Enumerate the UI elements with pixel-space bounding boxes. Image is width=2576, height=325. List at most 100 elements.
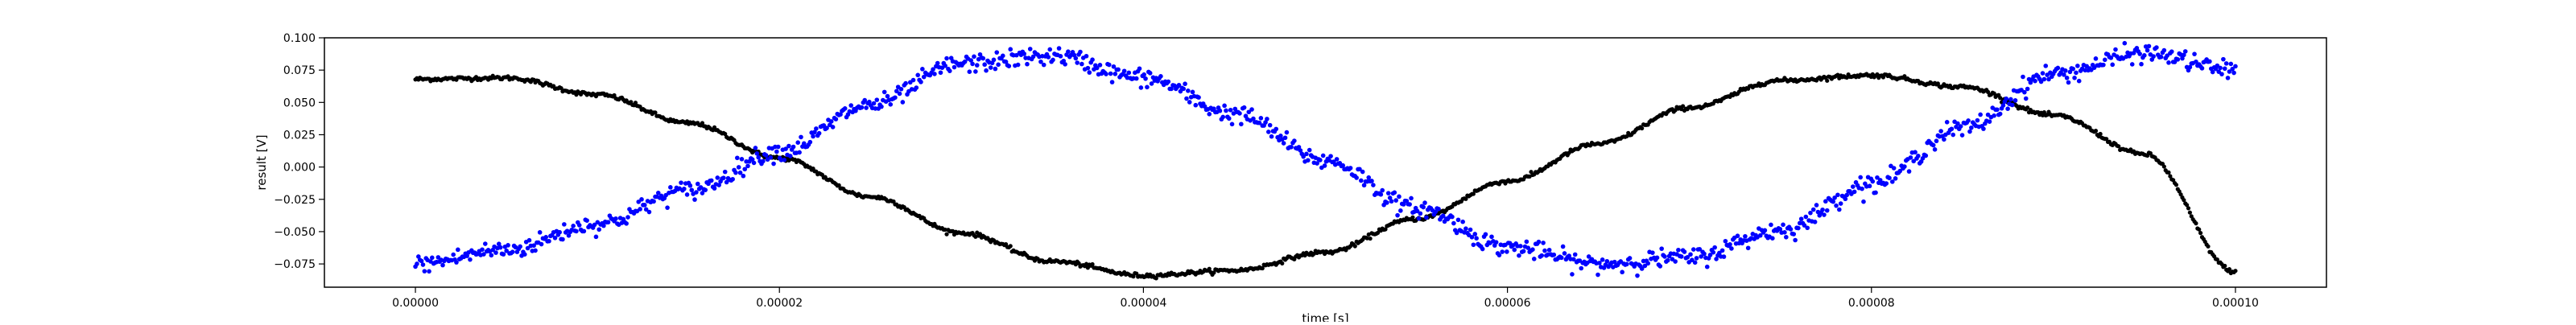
data-point <box>2021 74 2025 80</box>
data-point <box>737 170 743 175</box>
data-point <box>2116 144 2121 149</box>
data-point <box>754 151 760 156</box>
data-point <box>1542 248 1547 253</box>
y-axis-label: result [V] <box>254 134 269 190</box>
data-point <box>775 144 781 150</box>
data-point <box>694 190 699 195</box>
data-point <box>482 241 488 246</box>
data-point <box>1834 203 1839 208</box>
data-point <box>1186 88 1191 93</box>
data-point <box>1361 183 1367 188</box>
data-point <box>1493 240 1499 245</box>
data-point <box>1704 264 1710 269</box>
data-point <box>1360 169 1365 175</box>
data-point <box>1257 120 1262 125</box>
data-point <box>547 238 551 244</box>
data-point <box>1788 227 1794 232</box>
data-point <box>1966 118 1971 123</box>
data-point <box>1094 65 1100 71</box>
data-point <box>1085 65 1091 71</box>
data-point <box>1916 154 1921 158</box>
data-point <box>636 200 642 204</box>
data-point <box>1393 198 1398 203</box>
data-point <box>1176 82 1182 88</box>
data-point <box>1301 154 1306 159</box>
data-point <box>783 146 788 151</box>
data-point <box>451 252 456 257</box>
data-point <box>1707 253 1713 257</box>
data-point <box>2233 64 2238 69</box>
data-point <box>2207 59 2212 64</box>
data-point <box>2072 76 2077 80</box>
data-point <box>1690 247 1696 252</box>
data-point <box>1075 60 1080 65</box>
data-point <box>982 62 987 68</box>
data-point <box>1113 72 1118 76</box>
data-point <box>1640 125 1645 131</box>
data-point <box>506 243 510 248</box>
data-point <box>1639 266 1645 271</box>
data-point <box>1978 112 1983 117</box>
data-point <box>739 157 745 162</box>
data-point <box>2098 131 2103 137</box>
data-point <box>1579 265 1584 271</box>
data-point <box>2000 103 2006 108</box>
data-point <box>1073 56 1079 61</box>
data-point <box>1902 164 1907 169</box>
data-point <box>1108 71 1113 76</box>
data-point <box>871 101 877 106</box>
data-point <box>1416 216 1422 221</box>
data-point <box>774 149 779 154</box>
data-point <box>1455 217 1461 223</box>
data-point <box>1745 245 1751 251</box>
data-point <box>440 262 445 268</box>
data-point <box>1193 102 1199 108</box>
data-point <box>1328 154 1333 158</box>
data-point <box>1041 62 1046 68</box>
data-point <box>2223 263 2227 269</box>
data-point <box>1712 245 1717 250</box>
data-point <box>1967 129 1972 134</box>
data-point <box>1645 261 1650 266</box>
data-point <box>1654 255 1660 261</box>
data-point <box>1992 113 1996 118</box>
data-point <box>842 106 848 111</box>
data-point <box>1824 208 1830 213</box>
data-point <box>900 100 906 105</box>
data-point <box>518 244 522 249</box>
data-point <box>1046 55 1051 60</box>
data-point <box>559 85 564 91</box>
data-point <box>2004 96 2009 101</box>
data-point <box>879 104 884 109</box>
y-axis-ticks: −0.075 −0.050 −0.025 0.000 0.025 0.050 0.075 0.… <box>274 32 324 271</box>
data-point <box>910 77 916 83</box>
data-point <box>974 63 980 68</box>
data-point <box>646 209 652 215</box>
data-point <box>1147 71 1153 76</box>
data-point <box>1688 252 1693 257</box>
data-point <box>935 60 940 66</box>
data-point <box>2110 62 2116 68</box>
data-point <box>1571 257 1576 262</box>
data-point <box>1530 247 1535 252</box>
data-point <box>1793 237 1798 243</box>
data-point <box>1354 175 1359 180</box>
data-point <box>972 54 976 60</box>
data-point <box>932 72 937 76</box>
data-point <box>2023 96 2029 101</box>
data-point <box>2046 76 2051 82</box>
data-point <box>723 131 728 137</box>
data-point <box>2180 56 2185 61</box>
data-point <box>653 110 658 115</box>
data-point <box>1985 89 1991 94</box>
data-point <box>1217 108 1223 113</box>
data-point <box>1298 148 1303 153</box>
data-point <box>416 254 421 259</box>
data-point <box>1897 168 1903 174</box>
data-point <box>973 69 978 74</box>
data-point <box>1183 81 1187 87</box>
data-point <box>1798 216 1804 221</box>
data-point <box>1027 47 1033 51</box>
data-point <box>1858 175 1863 180</box>
